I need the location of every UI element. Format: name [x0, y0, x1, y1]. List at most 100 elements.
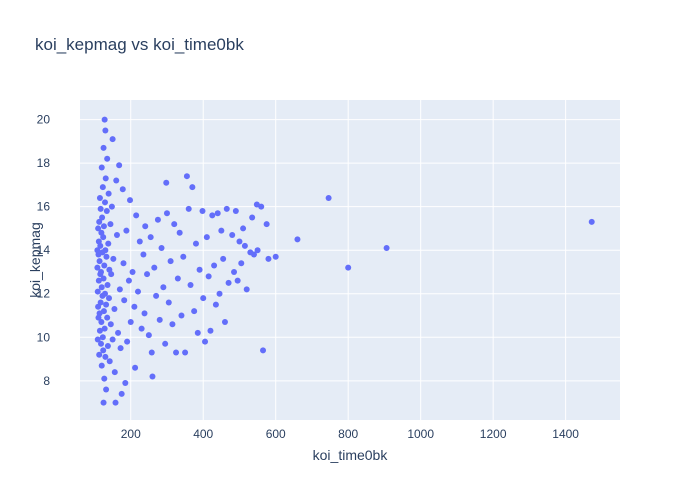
data-point — [95, 277, 102, 284]
data-point — [212, 301, 219, 308]
data-point — [158, 245, 165, 252]
data-point — [144, 271, 151, 278]
y-tick-labels: 8 10 12 14 16 18 20 — [37, 113, 51, 388]
data-point — [102, 199, 109, 206]
data-point — [105, 190, 112, 197]
data-point — [109, 336, 116, 343]
data-point — [95, 225, 102, 232]
data-point — [209, 212, 216, 219]
data-point — [151, 264, 158, 271]
data-point — [165, 299, 172, 306]
data-point — [383, 245, 390, 252]
data-point — [106, 266, 113, 273]
data-point — [97, 205, 104, 212]
chart-title: koi_kepmag vs koi_time0bk — [35, 35, 244, 54]
x-tick-label: 600 — [266, 427, 286, 441]
data-point — [141, 310, 148, 317]
data-point — [588, 218, 595, 225]
data-point — [104, 282, 111, 289]
data-point — [253, 201, 260, 208]
data-point — [263, 221, 270, 228]
data-point — [125, 277, 132, 284]
data-point — [149, 373, 156, 380]
data-point — [103, 301, 110, 308]
data-point — [199, 208, 206, 215]
y-tick-label: 20 — [37, 113, 51, 127]
data-point — [123, 227, 130, 234]
data-point — [129, 268, 136, 275]
data-point — [182, 349, 189, 356]
data-point — [167, 258, 174, 265]
data-point — [102, 353, 109, 360]
data-point — [96, 194, 103, 201]
data-point — [196, 266, 203, 273]
x-tick-label: 400 — [193, 427, 213, 441]
data-point — [221, 319, 228, 326]
data-point — [134, 288, 141, 295]
data-point — [243, 286, 250, 293]
data-point — [96, 351, 103, 358]
data-point — [104, 155, 111, 162]
data-point — [122, 379, 129, 386]
y-gridlines — [80, 119, 620, 382]
data-point — [96, 327, 103, 334]
data-point — [120, 260, 127, 267]
plot-background — [80, 100, 620, 420]
data-point — [110, 255, 117, 262]
data-point — [171, 221, 178, 228]
data-point — [94, 247, 101, 254]
data-point — [127, 319, 134, 326]
data-point — [108, 203, 115, 210]
data-point — [96, 258, 103, 265]
data-point — [116, 162, 123, 169]
data-point — [148, 349, 155, 356]
data-point — [104, 342, 111, 349]
data-point — [162, 340, 169, 347]
data-point — [101, 116, 108, 123]
data-points — [94, 116, 595, 406]
data-point — [173, 349, 180, 356]
x-tick-label: 1000 — [407, 427, 434, 441]
data-point — [99, 292, 106, 299]
data-point — [231, 268, 238, 275]
data-point — [94, 336, 101, 343]
data-point — [140, 251, 147, 258]
x-axis-title: koi_time0bk — [313, 447, 389, 463]
y-tick-label: 12 — [37, 287, 51, 301]
data-point — [124, 338, 131, 345]
data-point — [113, 177, 120, 184]
data-point — [189, 184, 196, 191]
data-point — [98, 229, 105, 236]
data-point — [163, 179, 170, 186]
data-point — [136, 238, 143, 245]
data-point — [325, 194, 332, 201]
data-point — [200, 295, 207, 302]
data-point — [220, 255, 227, 262]
data-point — [191, 308, 198, 315]
data-point — [207, 327, 214, 334]
data-point — [160, 284, 167, 291]
data-point — [211, 262, 218, 269]
data-point — [98, 164, 105, 171]
data-point — [249, 214, 256, 221]
data-point — [145, 332, 152, 339]
data-point — [116, 286, 123, 293]
x-tick-label: 800 — [338, 427, 358, 441]
data-point — [142, 223, 149, 230]
data-point — [94, 264, 101, 271]
data-point — [100, 347, 107, 354]
data-point — [192, 240, 199, 247]
data-point — [133, 212, 140, 219]
data-point — [205, 273, 212, 280]
data-point — [99, 214, 106, 221]
data-point — [216, 290, 223, 297]
data-point — [131, 303, 138, 310]
data-point — [96, 218, 103, 225]
data-point — [121, 297, 128, 304]
y-tick-label: 18 — [37, 156, 51, 170]
data-point — [236, 238, 243, 245]
x-tick-label: 1200 — [480, 427, 507, 441]
data-point — [118, 390, 125, 397]
data-point — [107, 321, 114, 328]
